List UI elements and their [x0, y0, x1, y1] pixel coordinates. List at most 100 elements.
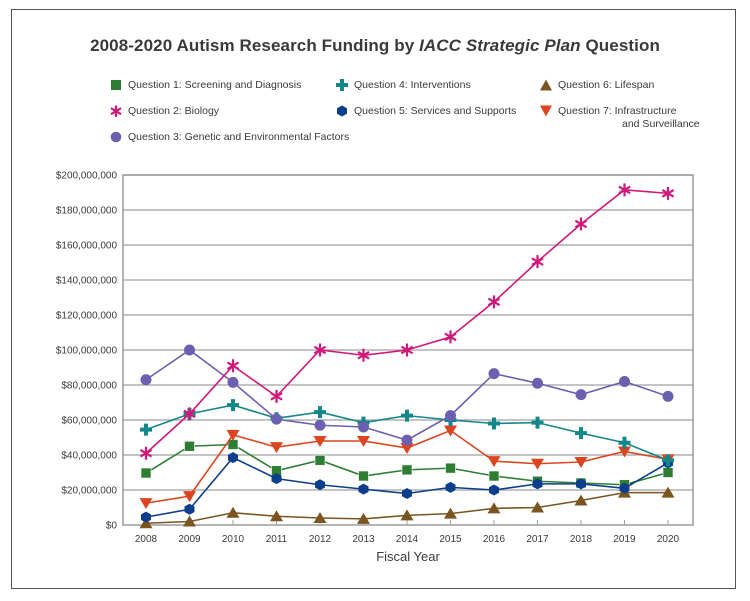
circle-marker [184, 344, 195, 356]
circle-marker [488, 368, 500, 380]
circle-marker [619, 376, 630, 387]
triangle-down-marker [270, 442, 283, 454]
square-marker [314, 454, 326, 466]
y-tick-label: $40,000,000 [61, 451, 117, 462]
x-tick-label: 2013 [352, 534, 375, 545]
x-tick-label: 2020 [657, 534, 680, 545]
asterisk-marker [661, 186, 675, 200]
title-part-3: Question [580, 36, 660, 55]
legend-label: Question 6: Lifespan [558, 79, 655, 91]
circle-marker [314, 419, 326, 431]
hexagon-marker [619, 482, 630, 494]
triangle-down-marker [183, 491, 196, 503]
plus-marker [401, 409, 413, 422]
plus-marker [618, 436, 631, 449]
hexagon-marker [184, 503, 195, 515]
plus-marker [531, 416, 544, 429]
triangle-down-icon [540, 105, 552, 117]
hexagon-marker [358, 483, 369, 495]
square-marker [662, 467, 674, 478]
asterisk-marker [444, 330, 457, 344]
asterisk-marker [139, 446, 153, 460]
x-tick-label: 2011 [266, 534, 288, 545]
square-marker [488, 470, 500, 482]
triangle-marker [531, 501, 544, 513]
y-tick-label: $160,000,000 [56, 241, 118, 252]
x-tick-label: 2010 [222, 534, 245, 545]
hexagon-marker [532, 478, 543, 490]
circle-marker [227, 376, 239, 388]
circle-marker [532, 377, 543, 389]
triangle-down-marker [531, 458, 544, 470]
circle-marker [662, 390, 674, 402]
triangle-down-marker [357, 436, 370, 447]
hexagon-marker [228, 452, 238, 464]
series-line [145, 349, 669, 441]
y-tick-label: $0 [106, 521, 118, 532]
square-marker [184, 440, 195, 452]
series-circle [140, 344, 674, 446]
triangle-down-marker [226, 429, 240, 441]
x-tick-labels: 2008 2009 2010 2011 2012 2013 2014 2015 2016 2017… [135, 534, 680, 545]
legend-label-line2: and Surveillance [622, 118, 700, 130]
asterisk-marker [226, 359, 240, 373]
series-group [139, 183, 675, 529]
triangle-marker [661, 486, 675, 498]
x-tick-label: 2016 [483, 534, 506, 545]
x-tick-label: 2018 [570, 534, 593, 545]
plot-area-border [122, 174, 694, 526]
asterisk-icon [110, 105, 122, 117]
triangle-down-marker [574, 457, 588, 468]
asterisk-marker [270, 389, 283, 403]
y-tick-label: $80,000,000 [61, 381, 117, 392]
y-tick-labels: $0 $20,000,000 $40,000,000 $60,000,000 $80,0… [56, 171, 118, 532]
legend-label: Question 4: Interventions [354, 79, 471, 91]
series-triangle [139, 486, 675, 529]
x-tick-label: 2012 [309, 534, 332, 545]
plus-marker [488, 417, 500, 430]
hexagon-marker [489, 484, 499, 496]
triangle-marker [270, 510, 283, 522]
plus-marker [575, 427, 587, 440]
title-part-1: 2008-2020 Autism Research Funding by [90, 36, 420, 55]
y-tick-label: $180,000,000 [56, 206, 118, 217]
asterisk-marker [313, 343, 327, 357]
plus-marker [227, 399, 239, 412]
plus-marker [140, 423, 152, 436]
x-tick-label: 2017 [526, 534, 549, 545]
square-icon [111, 80, 121, 90]
hexagon-marker [315, 479, 325, 491]
asterisk-marker [531, 255, 544, 269]
square-marker [358, 470, 369, 482]
legend-label: Question 2: Biology [128, 105, 220, 117]
circle-marker [358, 421, 369, 433]
plus-icon [336, 79, 348, 91]
x-tick-label: 2014 [396, 534, 419, 545]
circle-marker [575, 389, 587, 401]
triangle-down-marker [487, 456, 501, 468]
legend-label: Question 3: Genetic and Environmental Fa… [128, 131, 350, 143]
square-marker [140, 467, 152, 479]
asterisk-marker [357, 348, 370, 362]
series-hexagon [141, 452, 673, 523]
hexagon-icon [337, 105, 347, 117]
triangle-down-marker [400, 443, 414, 454]
triangle-marker [487, 502, 501, 514]
series-asterisk [139, 183, 675, 460]
series-triangle-down [139, 425, 675, 510]
y-tick-label: $100,000,000 [56, 346, 118, 357]
title-part-2: IACC Strategic Plan [419, 36, 581, 55]
triangle-marker [313, 512, 327, 523]
circle-icon [110, 131, 122, 143]
triangle-marker [400, 509, 414, 521]
x-tick-label: 2019 [613, 534, 636, 545]
triangle-down-marker [313, 436, 327, 447]
triangle-marker [139, 517, 153, 529]
chart-title: 2008-2020 Autism Research Funding by IAC… [0, 36, 750, 56]
y-tick-label: $60,000,000 [61, 416, 117, 427]
triangle-marker [574, 494, 588, 506]
hexagon-marker [141, 511, 151, 523]
plus-marker [662, 454, 674, 467]
y-tick-label: $140,000,000 [56, 276, 118, 287]
